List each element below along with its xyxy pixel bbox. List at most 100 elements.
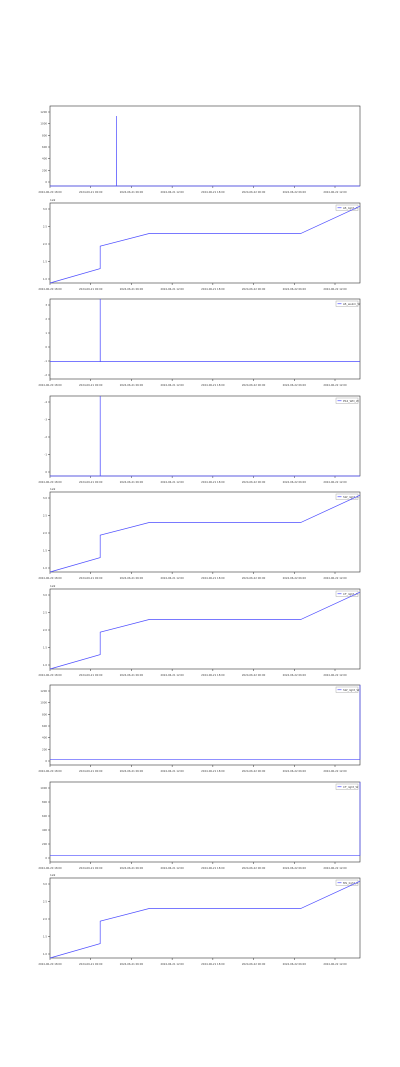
y-tick-label: 3.0	[43, 593, 47, 597]
y-tick-label: 600	[42, 814, 47, 818]
y-tick-label: 2.5	[43, 900, 47, 904]
x-tick-label: 2024-06-22 12:00	[323, 480, 347, 484]
x-tick-label: 2024-06-22 12:00	[323, 576, 347, 580]
x-tick-label: 2024-06-22 06:00	[283, 673, 307, 677]
y-tick-label: 2.5	[43, 514, 47, 518]
x-tick-label: 2024-06-22 00:00	[242, 287, 266, 291]
x-tick-label: 2024-06-21 12:00	[160, 962, 184, 966]
x-tick-label: 2024-06-20 18:00	[38, 383, 62, 387]
y-tick-label: -3	[44, 418, 47, 422]
x-tick-label: 2024-06-21 12:00	[160, 866, 184, 870]
y-tick-label: 1.5	[43, 646, 47, 650]
series-line-1	[49, 880, 361, 959]
legend-label: CF_light_A	[343, 592, 358, 596]
y-tick-label: 600	[42, 724, 47, 728]
series-line-1	[50, 298, 360, 362]
x-tick-label: 2024-06-21 00:00	[79, 962, 103, 966]
x-tick-label: 2024-06-22 00:00	[242, 866, 266, 870]
x-tick-label: 2024-06-20 18:00	[38, 480, 62, 484]
y-tick-label: 1.5	[43, 260, 47, 264]
y-tick-label: 1000	[40, 786, 47, 790]
y-offset-label: 1e9	[50, 487, 56, 491]
x-tick-label: 2024-06-22 06:00	[283, 866, 307, 870]
plot-frame	[49, 877, 361, 959]
x-tick-label: 2024-06-21 18:00	[201, 287, 225, 291]
y-offset-label: 1e9	[50, 873, 56, 877]
x-tick-label: 2024-06-21 12:00	[160, 480, 184, 484]
x-tick-label: 2024-06-21 06:00	[120, 962, 144, 966]
x-tick-label: 2024-06-22 00:00	[242, 383, 266, 387]
legend: CF_light_A	[335, 590, 359, 597]
x-tick-label: 2024-06-22 00:00	[242, 576, 266, 580]
x-tick-label: 2024-06-21 18:00	[201, 769, 225, 773]
y-tick-label: 1.0	[43, 952, 47, 956]
x-tick-label: 2024-06-20 18:00	[38, 866, 62, 870]
x-tick-label: 2024-06-22 06:00	[283, 287, 307, 291]
x-tick-label: 2024-06-22 00:00	[242, 769, 266, 773]
series-line-1	[49, 205, 361, 284]
x-tick-label: 2024-06-20 18:00	[38, 190, 62, 194]
legend: SW_light_W	[335, 686, 360, 693]
series-line-1	[50, 395, 360, 477]
chart-2: 1.0 1.5 2.0 2.5 3.0 2024-06-20 18:00 2024-06-2…	[38, 198, 361, 291]
y-tick-label: 1.0	[43, 566, 47, 570]
plot-frame	[49, 781, 361, 863]
x-tick-label: 2024-06-21 06:00	[120, 190, 144, 194]
plot-frame	[49, 588, 361, 670]
legend-box	[335, 879, 359, 886]
x-tick-label: 2024-06-22 06:00	[283, 383, 307, 387]
y-tick-label: 1200	[40, 110, 47, 114]
x-tick-label: 2024-06-22 00:00	[242, 673, 266, 677]
legend-box	[335, 300, 359, 307]
x-tick-label: 2024-06-21 06:00	[120, 769, 144, 773]
y-tick-label: 800	[42, 712, 47, 716]
y-tick-label: -2	[44, 373, 47, 377]
legend: PS2_WD_W	[335, 397, 359, 404]
x-tick-label: 2024-06-22 06:00	[283, 190, 307, 194]
x-tick-label: 2024-06-21 12:00	[160, 190, 184, 194]
chart-1: 0 200 400 600 800 1000 1200 2024-06-20 18:00 202…	[38, 105, 361, 194]
x-tick-label: 2024-06-21 00:00	[79, 480, 103, 484]
x-tick-label: 2024-06-20 18:00	[38, 673, 62, 677]
x-tick-label: 2024-06-21 06:00	[120, 287, 144, 291]
y-tick-label: 0	[45, 180, 47, 184]
x-tick-label: 2024-06-21 00:00	[79, 576, 103, 580]
legend-box	[335, 686, 359, 693]
chart-7: 0 200 400 600 800 1000 1200 2024-06-20 18:00 202…	[38, 684, 361, 773]
legend-label: MS_light_A	[343, 881, 358, 885]
x-tick-label: 2024-06-20 18:00	[38, 769, 62, 773]
y-tick-label: 2.5	[43, 611, 47, 615]
x-tick-label: 2024-06-21 00:00	[79, 383, 103, 387]
y-tick-label: 600	[42, 145, 47, 149]
y-tick-label: 0	[45, 470, 47, 474]
legend-label: LB_ws2m_W	[343, 302, 361, 306]
y-tick-label: 3.0	[43, 496, 47, 500]
legend: MS_light_A	[335, 879, 359, 886]
plot-frame	[49, 105, 361, 187]
plot-frame	[49, 395, 361, 477]
y-tick-label: -2	[44, 435, 47, 439]
x-tick-label: 2024-06-21 06:00	[120, 866, 144, 870]
x-tick-label: 2024-06-20 18:00	[38, 962, 62, 966]
y-offset-label: 1e9	[50, 198, 56, 202]
x-tick-label: 2024-06-21 00:00	[79, 190, 103, 194]
x-tick-label: 2024-06-22 06:00	[283, 769, 307, 773]
legend: LB_light_A	[335, 204, 359, 211]
legend-label: LB_light_A	[343, 206, 357, 210]
x-tick-label: 2024-06-21 18:00	[201, 962, 225, 966]
plot-frame	[49, 684, 361, 766]
y-tick-label: 1200	[40, 689, 47, 693]
x-tick-label: 2024-06-21 18:00	[201, 480, 225, 484]
x-tick-label: 2024-06-21 18:00	[201, 190, 225, 194]
y-tick-label: -1	[44, 453, 47, 457]
legend: SW_light_A	[335, 493, 359, 500]
x-tick-label: 2024-06-22 00:00	[242, 190, 266, 194]
x-tick-label: 2024-06-21 12:00	[160, 576, 184, 580]
x-tick-label: 2024-06-22 12:00	[323, 962, 347, 966]
x-tick-label: 2024-06-21 00:00	[79, 769, 103, 773]
plot-frame	[49, 491, 361, 573]
x-tick-label: 2024-06-22 12:00	[323, 190, 347, 194]
legend-label: SW_light_A	[343, 495, 359, 499]
x-tick-label: 2024-06-21 06:00	[120, 480, 144, 484]
